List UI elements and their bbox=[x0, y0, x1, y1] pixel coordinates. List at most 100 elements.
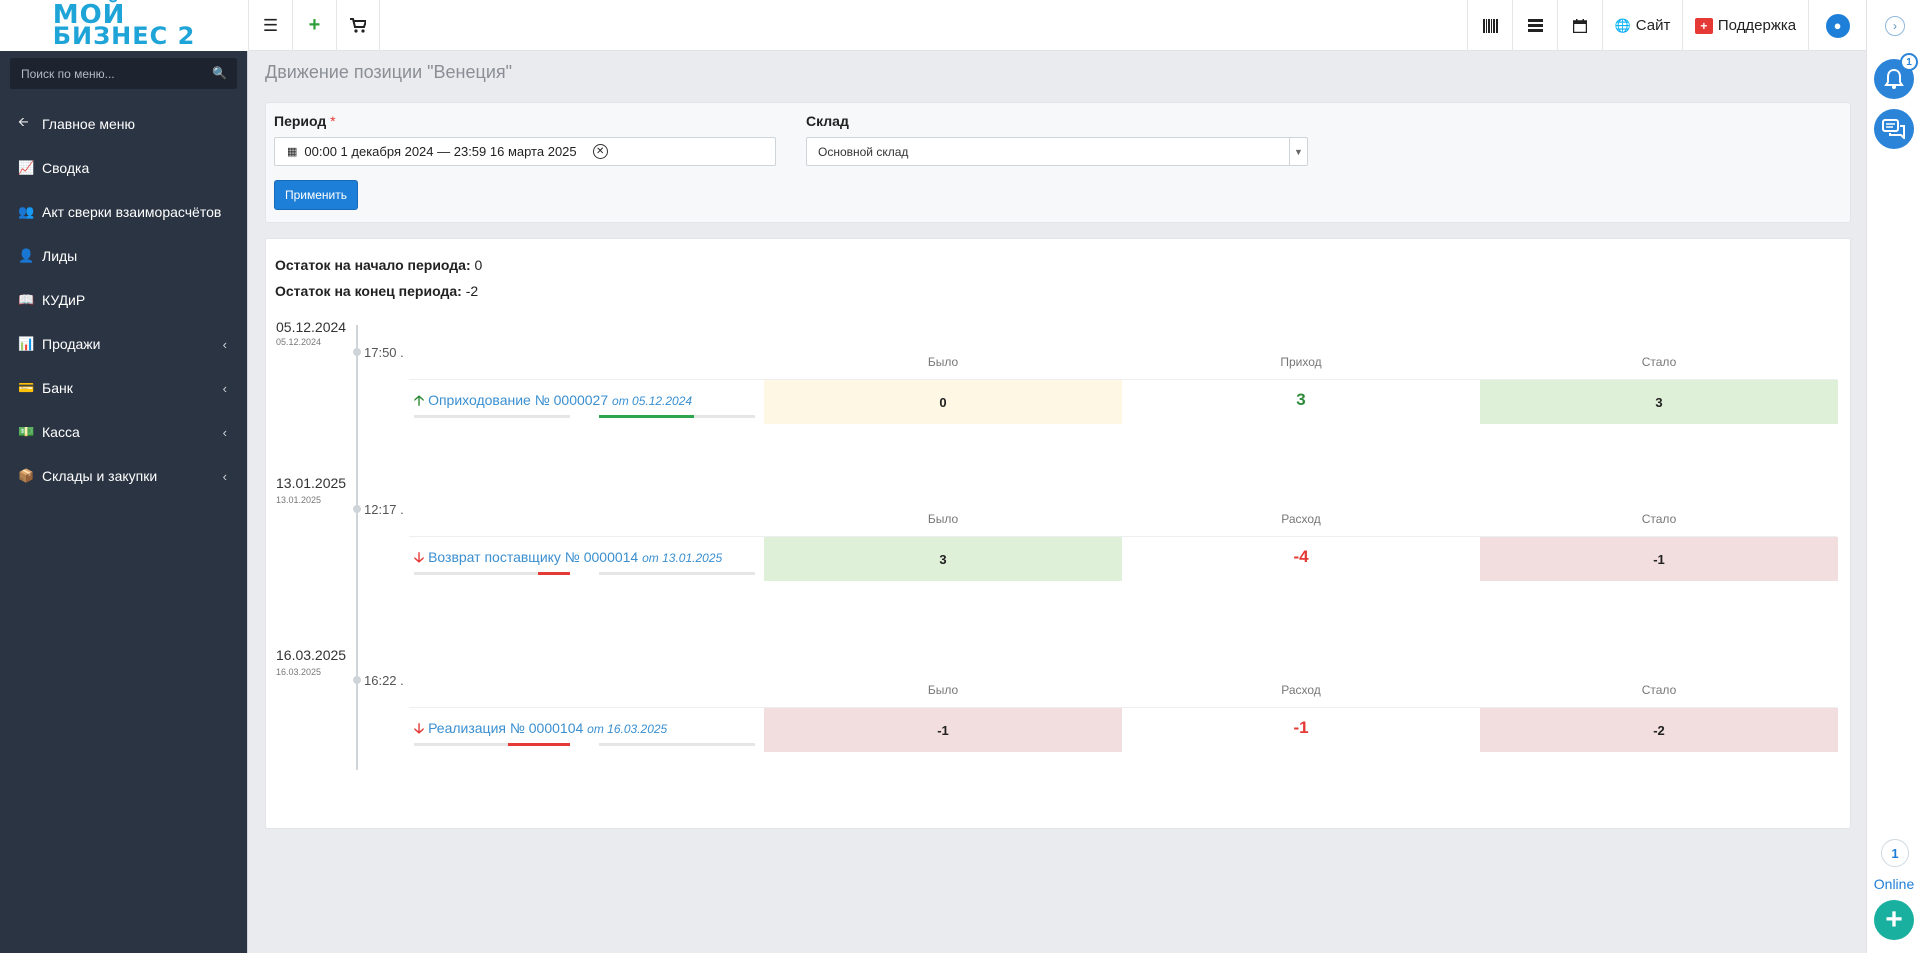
sidebar: 🔍 🡨 Главное меню 📈 Сводка 👥 Акт сверки в… bbox=[0, 51, 248, 953]
chat-icon bbox=[1882, 119, 1905, 139]
money-icon: 💵 bbox=[18, 424, 35, 439]
document-link[interactable]: 🡡 Оприходование № 0000027 от 05.12.2024 bbox=[414, 392, 693, 408]
sidebar-item-bank[interactable]: 💳 Банк ‹ bbox=[0, 366, 247, 410]
calendar-button[interactable] bbox=[1557, 0, 1602, 51]
site-link[interactable]: 🌐 Сайт bbox=[1602, 0, 1682, 51]
progress-fill bbox=[508, 743, 570, 746]
end-balance-label: Остаток на конец периода: bbox=[275, 283, 462, 299]
calendar-grid-icon: ▦ bbox=[287, 146, 297, 158]
sidebar-item-reconciliation[interactable]: 👥 Акт сверки взаиморасчётов bbox=[0, 190, 247, 234]
cell-became: 3 bbox=[1480, 380, 1838, 424]
row-divider bbox=[409, 536, 1837, 537]
document-link[interactable]: 🡣 Реализация № 0000104 от 16.03.2025 bbox=[414, 720, 668, 736]
progress-track bbox=[599, 572, 755, 575]
sidebar-item-label: Продажи bbox=[42, 336, 101, 352]
plus-icon: + bbox=[308, 14, 321, 36]
sidebar-item-summary[interactable]: 📈 Сводка bbox=[0, 146, 247, 190]
sidebar-item-label: Склады и закупки bbox=[42, 468, 158, 484]
collapse-rail-icon[interactable]: › bbox=[1885, 16, 1905, 36]
list-button[interactable] bbox=[1512, 0, 1557, 51]
arrow-down-icon: 🡣 bbox=[414, 549, 425, 565]
site-label: Сайт bbox=[1635, 17, 1671, 34]
arrow-up-icon: 🡡 bbox=[414, 392, 425, 408]
movements-panel: Остаток на начало периода: 0 Остаток на … bbox=[265, 238, 1851, 829]
column-header-expense: Расход bbox=[1281, 512, 1321, 526]
movement-time: 12:17 . bbox=[364, 502, 404, 517]
end-balance: Остаток на конец периода: -2 bbox=[275, 283, 478, 299]
column-header-expense: Расход bbox=[1281, 683, 1321, 697]
column-header-was: Было bbox=[927, 512, 959, 526]
sidebar-item-label: Банк bbox=[42, 380, 73, 396]
sidebar-item-leads[interactable]: 👤 Лиды bbox=[0, 234, 247, 278]
period-label: Период * bbox=[274, 113, 336, 129]
line-chart-icon: 📈 bbox=[18, 160, 35, 175]
column-header-income: Приход bbox=[1280, 355, 1322, 369]
period-value: 00:00 1 декабря 2024 — 23:59 16 марта 20… bbox=[304, 144, 577, 159]
sidebar-item-cash[interactable]: 💵 Касса ‹ bbox=[0, 410, 247, 454]
clear-period-icon[interactable]: ✕ bbox=[592, 144, 608, 159]
calendar-icon bbox=[1573, 18, 1587, 33]
cube-icon: 📦 bbox=[18, 468, 35, 483]
progress-fill bbox=[538, 572, 570, 575]
users-icon: 👥 bbox=[18, 204, 35, 219]
warehouse-select[interactable]: Основной склад ▼ bbox=[806, 137, 1308, 166]
sidebar-item-label: КУДиР bbox=[42, 292, 86, 308]
document-link[interactable]: 🡣 Возврат поставщику № 0000014 от 13.01.2… bbox=[414, 549, 723, 565]
book-icon: 📖 bbox=[18, 292, 35, 307]
row-divider bbox=[409, 379, 1837, 380]
logo[interactable]: МОЙ БИЗНЕС 2 bbox=[0, 0, 248, 51]
medkit-icon: + bbox=[1694, 17, 1713, 34]
progress-track bbox=[599, 743, 755, 746]
progress-track bbox=[414, 415, 570, 418]
cell-was: -1 bbox=[764, 708, 1122, 752]
barcode-button[interactable] bbox=[1467, 0, 1512, 51]
sidebar-item-label: Сводка bbox=[42, 160, 90, 176]
period-input[interactable]: ▦ 00:00 1 декабря 2024 — 23:59 16 марта … bbox=[274, 137, 776, 166]
notifications-button[interactable]: 1 bbox=[1874, 53, 1918, 99]
cell-became: -1 bbox=[1480, 537, 1838, 581]
chevron-down-icon: ▼ bbox=[1289, 138, 1307, 165]
sidebar-item-kudir[interactable]: 📖 КУДиР bbox=[0, 278, 247, 322]
required-mark: * bbox=[330, 113, 336, 129]
progress-track bbox=[414, 743, 570, 746]
sidebar-item-warehouses[interactable]: 📦 Склады и закупки ‹ bbox=[0, 454, 247, 498]
timeline-line bbox=[356, 325, 358, 770]
chevron-left-icon: ‹ bbox=[222, 336, 227, 352]
movement-time: 16:22 . bbox=[364, 673, 404, 688]
sidebar-item-sales[interactable]: 📊 Продажи ‹ bbox=[0, 322, 247, 366]
cell-was: 3 bbox=[764, 537, 1122, 581]
movement-time: 17:50 . bbox=[364, 345, 404, 360]
online-count-badge[interactable]: 1 bbox=[1881, 839, 1909, 867]
movement-date: 16.03.2025 bbox=[276, 647, 347, 663]
cell-delta: 3 bbox=[1296, 390, 1306, 409]
timeline-dot bbox=[353, 505, 361, 513]
cell-was: 0 bbox=[764, 380, 1122, 424]
search-icon[interactable]: 🔍 bbox=[212, 66, 227, 80]
add-button[interactable]: + bbox=[292, 0, 336, 51]
column-header-became: Стало bbox=[1641, 683, 1677, 697]
right-rail: › 1 1 Online + bbox=[1866, 0, 1920, 953]
progress-track bbox=[414, 572, 570, 575]
cell-became: -2 bbox=[1480, 708, 1838, 752]
column-header-was: Было bbox=[927, 355, 959, 369]
bell-icon bbox=[1884, 68, 1904, 89]
menu-search-input[interactable] bbox=[10, 58, 237, 89]
user-menu[interactable]: ● bbox=[1808, 0, 1866, 51]
cart-button[interactable] bbox=[336, 0, 380, 51]
top-bar: МОЙ БИЗНЕС 2 ☰ + 🌐 Сайт + Поддержка ● bbox=[0, 0, 1866, 51]
quick-add-button[interactable]: + bbox=[1874, 900, 1914, 940]
logo-line2: БИЗНЕС 2 bbox=[52, 21, 196, 50]
menu-toggle-button[interactable]: ☰ bbox=[248, 0, 292, 51]
contact-card-icon: 👤 bbox=[18, 248, 35, 263]
sidebar-item-main-menu[interactable]: 🡨 Главное меню bbox=[0, 102, 247, 146]
cart-icon bbox=[350, 18, 366, 33]
user-avatar-icon: ● bbox=[1825, 13, 1850, 38]
chat-button[interactable] bbox=[1874, 109, 1914, 149]
apply-button[interactable]: Применить bbox=[274, 180, 358, 210]
online-label: Online bbox=[1873, 876, 1915, 892]
support-link[interactable]: + Поддержка bbox=[1682, 0, 1808, 51]
start-balance-value: 0 bbox=[474, 257, 483, 273]
credit-card-icon: 💳 bbox=[18, 380, 35, 395]
logo-line1: МОЙ bbox=[52, 0, 126, 30]
movement-date-small: 16.03.2025 bbox=[276, 667, 322, 677]
